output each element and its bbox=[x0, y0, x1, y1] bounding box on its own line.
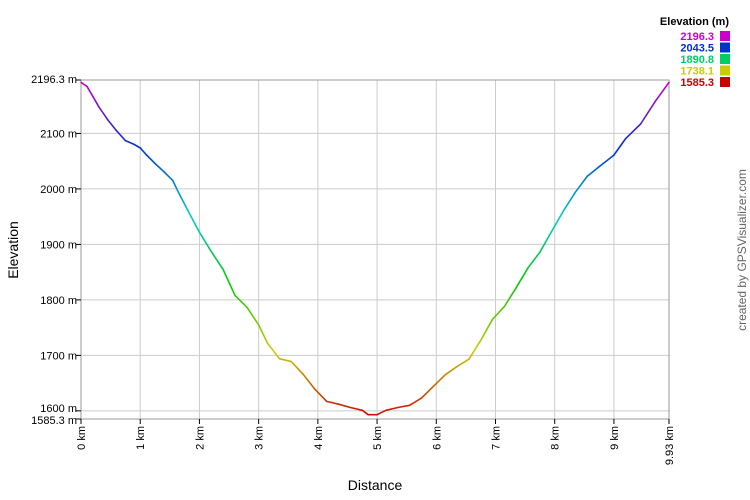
data-point bbox=[668, 81, 670, 84]
data-point bbox=[468, 358, 470, 361]
data-point bbox=[80, 81, 82, 84]
legend-value: 2196.3 bbox=[680, 31, 714, 43]
data-point bbox=[210, 250, 213, 253]
data-point bbox=[361, 409, 364, 412]
data-point bbox=[420, 397, 423, 399]
x-tick-label: 2 km bbox=[194, 426, 206, 450]
y-axis-label: Elevation bbox=[5, 221, 21, 279]
data-point bbox=[278, 357, 281, 360]
data-point bbox=[527, 266, 529, 269]
x-axis-label: Distance bbox=[348, 477, 403, 493]
plot-area-border bbox=[80, 79, 670, 420]
data-point bbox=[639, 123, 642, 125]
y-tick-label: 1700 m bbox=[40, 350, 77, 362]
legend-value: 1585.3 bbox=[680, 77, 714, 89]
data-point bbox=[539, 251, 541, 253]
data-point bbox=[625, 137, 627, 140]
x-tick-label: 1 km bbox=[135, 426, 147, 450]
data-point bbox=[198, 231, 201, 233]
data-point bbox=[456, 365, 458, 368]
data-point bbox=[234, 294, 236, 297]
legend-value: 1890.8 bbox=[680, 54, 714, 66]
series bbox=[80, 81, 670, 416]
x-tick-label: 5 km bbox=[372, 426, 384, 450]
data-point bbox=[266, 342, 269, 345]
x-tick-label: 3 km bbox=[254, 426, 266, 450]
y-tick-label: 1585.3 m bbox=[31, 415, 77, 427]
data-point bbox=[586, 175, 589, 177]
data-point bbox=[444, 374, 447, 376]
data-point bbox=[314, 388, 316, 391]
data-point bbox=[98, 106, 100, 108]
legend-value: 1738.1 bbox=[680, 66, 714, 78]
x-tick-label: 0 km bbox=[76, 426, 88, 450]
y-tick-label: 1600 m bbox=[40, 403, 77, 415]
data-point bbox=[133, 143, 136, 146]
data-point bbox=[257, 324, 260, 326]
data-point bbox=[574, 191, 577, 193]
data-point bbox=[124, 139, 127, 142]
data-point bbox=[325, 400, 328, 403]
y-tick-label: 2000 m bbox=[40, 184, 77, 196]
data-point bbox=[515, 286, 517, 289]
legend-swatch bbox=[720, 31, 730, 41]
x-tick-label: 8 km bbox=[550, 426, 562, 450]
legend: Elevation (m) 2196.32043.51890.81738.115… bbox=[660, 16, 730, 89]
data-point bbox=[246, 306, 248, 308]
x-axis: 0 km 1 km 2 km 3 km 4 km 5 km 6 km 7 km 8 km 9 km… bbox=[76, 419, 676, 465]
data-point bbox=[385, 409, 387, 412]
data-point bbox=[290, 360, 293, 363]
data-point bbox=[376, 413, 378, 416]
y-tick-label: 2196.3 m bbox=[31, 74, 77, 86]
y-tick-label: 2100 m bbox=[40, 128, 77, 140]
y-axis: 2196.3 m 2100 m 2000 m 1900 m 1800 m 1700 m 16… bbox=[31, 74, 81, 427]
data-point bbox=[349, 406, 352, 409]
data-point bbox=[503, 305, 506, 308]
data-point bbox=[432, 385, 435, 388]
data-point bbox=[163, 170, 165, 173]
data-point bbox=[172, 179, 174, 182]
x-tick-label: 7 km bbox=[491, 426, 503, 450]
legend-swatch bbox=[720, 54, 730, 64]
legend-title: Elevation (m) bbox=[660, 16, 729, 28]
data-point bbox=[145, 153, 147, 156]
data-point bbox=[186, 209, 189, 211]
data-point bbox=[106, 118, 109, 121]
data-point bbox=[408, 404, 411, 407]
data-point bbox=[302, 373, 304, 376]
x-tick-label: 6 km bbox=[431, 426, 443, 450]
data-point bbox=[598, 165, 600, 168]
x-tick-label: 4 km bbox=[313, 426, 325, 450]
grid bbox=[80, 79, 670, 420]
legend-swatch bbox=[720, 42, 730, 53]
data-point bbox=[139, 147, 141, 149]
data-point bbox=[154, 162, 156, 165]
data-point bbox=[551, 230, 553, 232]
data-point bbox=[86, 85, 88, 88]
data-point bbox=[654, 100, 657, 102]
legend-swatch bbox=[720, 65, 730, 76]
credit-text: created by GPSVisualizer.com bbox=[735, 169, 749, 331]
data-point bbox=[562, 209, 565, 212]
x-tick-label: 9.93 km bbox=[664, 426, 676, 465]
data-point bbox=[337, 403, 340, 406]
x-tick-label: 9 km bbox=[609, 426, 621, 450]
data-point bbox=[222, 268, 224, 271]
data-point bbox=[367, 413, 370, 416]
legend-swatch bbox=[720, 77, 730, 87]
elevation-line bbox=[80, 81, 670, 416]
legend-value: 2043.5 bbox=[680, 43, 714, 55]
y-tick-label: 1900 m bbox=[40, 239, 77, 251]
data-point bbox=[491, 318, 494, 321]
data-point bbox=[177, 192, 180, 194]
data-point bbox=[397, 406, 399, 409]
data-point bbox=[92, 95, 94, 98]
data-point bbox=[479, 339, 482, 342]
data-point bbox=[613, 154, 615, 156]
y-tick-label: 1800 m bbox=[40, 295, 77, 307]
data-point bbox=[115, 129, 118, 132]
